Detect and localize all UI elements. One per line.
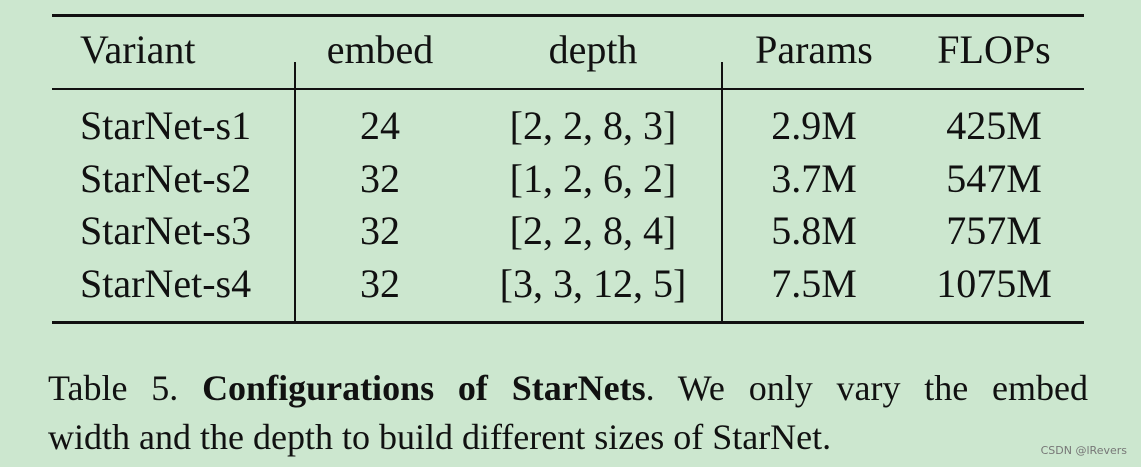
header-cell: depth [548, 27, 638, 72]
table-cell: [2, 2, 8, 4] [509, 208, 677, 253]
caption-title: Configurations of StarNets [202, 368, 646, 408]
table-cell: 425M [946, 103, 1042, 148]
mid-rule [52, 88, 1084, 90]
table-cell: 3.7M [771, 156, 857, 201]
header-cell: Variant [80, 27, 196, 72]
header-cell: embed [326, 27, 434, 72]
table-cell: StarNet-s2 [80, 156, 252, 201]
table-cell: 2.9M [771, 103, 857, 148]
table-cell: 24 [360, 103, 400, 148]
caption-text: . We only vary the embed [645, 368, 1089, 408]
table-cell: 32 [360, 261, 400, 306]
header-cell: FLOPs [937, 27, 1051, 72]
table-cell: [1, 2, 6, 2] [509, 156, 677, 201]
table-cell: 1075M [936, 261, 1052, 306]
header-cell: Params [755, 27, 873, 72]
caption-text: width and the depth to build different s… [48, 417, 832, 457]
caption-label: Table 5. [48, 368, 179, 408]
table-cell: 547M [946, 156, 1042, 201]
table-cell: StarNet-s1 [80, 103, 252, 148]
caption-line: width and the depth to build different s… [48, 415, 1088, 459]
caption-line: Table 5. Configurations of StarNets. We … [48, 366, 1088, 410]
table-cell: StarNet-s3 [80, 208, 252, 253]
column-divider [294, 62, 296, 322]
table-cell: [2, 2, 8, 3] [509, 103, 677, 148]
top-rule [52, 14, 1084, 17]
table-cell: 32 [360, 156, 400, 201]
table-cell: 5.8M [771, 208, 857, 253]
table-cell: [3, 3, 12, 5] [499, 261, 687, 306]
table-cell: 32 [360, 208, 400, 253]
table-cell: StarNet-s4 [80, 261, 252, 306]
watermark: CSDN @lRevers [1040, 444, 1127, 457]
table-cell: 7.5M [771, 261, 857, 306]
column-divider [721, 62, 723, 322]
bottom-rule [52, 321, 1084, 324]
table-cell: 757M [946, 208, 1042, 253]
